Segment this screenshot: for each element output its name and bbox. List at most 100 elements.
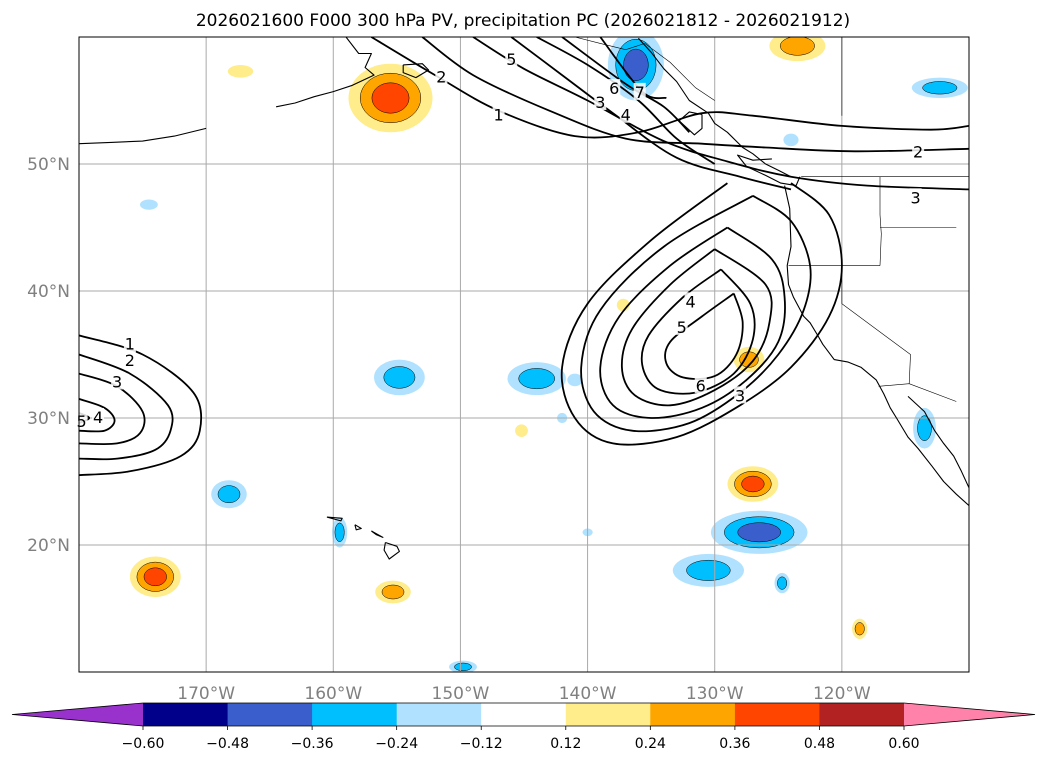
coastline bbox=[784, 185, 969, 507]
precip-area bbox=[227, 65, 254, 78]
chart-title: 2026021600 F000 300 hPa PV, precipitatio… bbox=[196, 11, 850, 31]
coastline bbox=[79, 127, 207, 145]
pv-contour-5 bbox=[536, 37, 716, 165]
contour-label: 2 bbox=[125, 351, 135, 370]
colorbar-segment bbox=[565, 703, 651, 726]
coastline bbox=[737, 154, 801, 187]
colorbar-extend-max bbox=[904, 703, 1035, 726]
lat-tick-label: 50°N bbox=[27, 155, 70, 175]
contour-label-bg bbox=[909, 188, 922, 206]
coastline bbox=[402, 63, 430, 79]
precip-fill-level bbox=[454, 662, 472, 672]
contour-label: 1 bbox=[125, 334, 135, 353]
pv-contour-3 bbox=[472, 37, 969, 191]
pv-contour-1 bbox=[370, 37, 969, 139]
contour-label: 1 bbox=[493, 106, 503, 125]
contour-label-bg bbox=[608, 79, 621, 97]
contour-label: 7 bbox=[635, 83, 645, 102]
contour-label-bg bbox=[123, 334, 136, 352]
contour-label: 5 bbox=[506, 50, 516, 69]
precip-area bbox=[774, 572, 790, 594]
precip-area bbox=[129, 556, 181, 598]
map-frame bbox=[78, 36, 970, 673]
colorbar: −0.60 −0.48 −0.36 −0.24 −0.12 0.12 0.24 0.36 0.4… bbox=[11, 702, 1036, 752]
contour-label-bg bbox=[633, 82, 646, 100]
colorbar-segment bbox=[734, 703, 820, 726]
colorbar-tick-label: −0.48 bbox=[206, 736, 249, 752]
coastline bbox=[383, 541, 400, 560]
contour-label: 5 bbox=[76, 412, 86, 431]
pv-contour-4 bbox=[620, 248, 773, 407]
contour-label: 4 bbox=[621, 106, 631, 125]
precip-area bbox=[913, 407, 936, 449]
precip-area bbox=[607, 37, 664, 101]
precip-area bbox=[567, 373, 583, 387]
colorbar-segment bbox=[650, 703, 736, 726]
colorbar-segment bbox=[481, 703, 567, 726]
contour-label: 4 bbox=[685, 292, 695, 311]
political-border bbox=[841, 265, 911, 384]
precip-area bbox=[515, 424, 528, 438]
precip-fill-level bbox=[783, 133, 799, 147]
contour-label: 2 bbox=[436, 68, 446, 87]
precip-fill-level bbox=[779, 37, 815, 56]
precip-fill-level bbox=[741, 475, 765, 493]
pv-contour-1 bbox=[79, 334, 203, 476]
pv-contour-4 bbox=[79, 398, 116, 433]
colorbar-tick-label: 0.24 bbox=[635, 736, 666, 752]
contour-label-bg bbox=[734, 386, 747, 404]
contour-label-bg bbox=[492, 105, 505, 123]
precip-area bbox=[783, 133, 799, 147]
precip-area bbox=[672, 553, 745, 587]
precip-fill-level bbox=[227, 65, 254, 78]
coastline bbox=[275, 37, 375, 108]
precip-area bbox=[348, 63, 433, 133]
precip-fill-level bbox=[217, 485, 241, 504]
lon-tick-label: 140°W bbox=[559, 684, 617, 704]
precip-fill-level bbox=[917, 415, 932, 441]
precip-fill-level bbox=[518, 368, 555, 390]
precipitation-pc-layer bbox=[129, 37, 968, 672]
coastline bbox=[371, 530, 384, 538]
precip-area bbox=[727, 466, 779, 502]
contour-label: 3 bbox=[911, 188, 921, 207]
contour-label: 3 bbox=[735, 386, 745, 405]
precip-area bbox=[211, 480, 247, 509]
lon-tick-label: 130°W bbox=[686, 684, 744, 704]
precip-area bbox=[710, 510, 808, 554]
contour-label-bg bbox=[675, 317, 688, 335]
precip-area bbox=[332, 517, 348, 548]
precip-fill-level bbox=[922, 81, 958, 95]
pv-contour-5 bbox=[640, 268, 756, 395]
pv-contour-4 bbox=[510, 37, 792, 191]
contour-label: 3 bbox=[112, 372, 122, 391]
coastline bbox=[678, 111, 703, 136]
precip-fill-level bbox=[737, 522, 781, 543]
contour-label-bg bbox=[505, 49, 518, 67]
colorbar-extend-min bbox=[12, 703, 143, 726]
pv-contour-2 bbox=[79, 353, 174, 461]
lon-tick-label: 150°W bbox=[432, 684, 490, 704]
pv-contours-layer bbox=[79, 37, 969, 476]
precip-area bbox=[769, 37, 826, 62]
lat-tick-label: 20°N bbox=[27, 536, 70, 556]
lon-tick-label: 170°W bbox=[177, 684, 235, 704]
precip-fill-level bbox=[567, 373, 583, 387]
political-border bbox=[574, 37, 715, 101]
precip-fill-level bbox=[777, 576, 788, 590]
precip-area bbox=[852, 618, 868, 639]
precip-fill-level bbox=[515, 424, 528, 438]
precip-fill-level bbox=[143, 567, 167, 587]
contour-label: 6 bbox=[696, 376, 706, 395]
lat-tick-label: 30°N bbox=[27, 409, 70, 429]
colorbar-tick-label: −0.12 bbox=[460, 736, 503, 752]
lat-tick-label: 40°N bbox=[27, 282, 70, 302]
precip-area bbox=[374, 359, 425, 396]
contour-label: 5 bbox=[677, 318, 687, 337]
lon-tick-label: 160°W bbox=[304, 684, 362, 704]
contour-label-bg bbox=[619, 105, 632, 123]
precip-fill-level bbox=[140, 199, 158, 210]
colorbar-segment bbox=[143, 703, 229, 726]
colorbar-segment bbox=[396, 703, 482, 726]
coastline bbox=[326, 516, 343, 522]
